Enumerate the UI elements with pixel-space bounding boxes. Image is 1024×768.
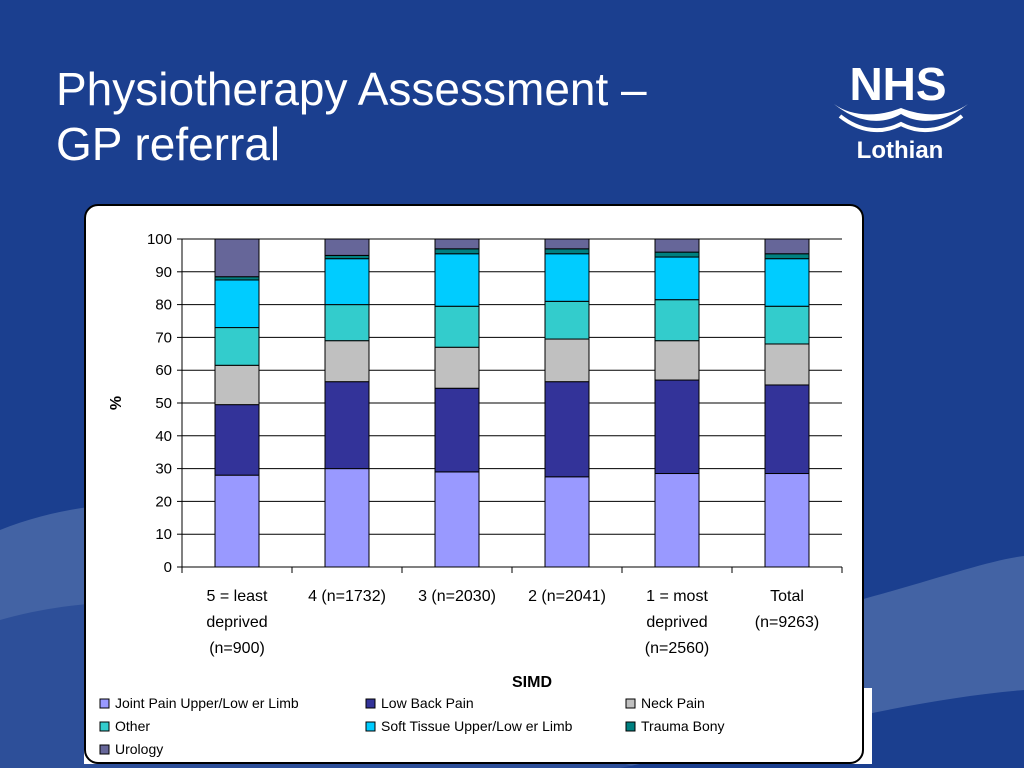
x-axis-label: SIMD: [512, 674, 552, 691]
y-tick-label: 50: [155, 395, 172, 412]
y-tick-label: 40: [155, 428, 172, 445]
bar-segment: [544, 248, 590, 255]
legend-label: Trauma Bony: [641, 718, 725, 734]
legend-label: Neck Pain: [641, 695, 705, 711]
title-line-2: GP referral: [56, 118, 281, 170]
legend-label: Soft Tissue Upper/Low er Limb: [381, 718, 573, 734]
bar-segment: [654, 251, 700, 258]
legend-swatch: [625, 698, 636, 709]
legend-label: Urology: [115, 741, 163, 757]
bar-segment: [764, 384, 810, 475]
legend-swatch: [365, 721, 376, 732]
bar-segment: [324, 468, 370, 568]
x-tick-label: (n=2560): [645, 640, 710, 657]
y-tick-label: 20: [155, 493, 172, 510]
y-axis-label: %: [108, 396, 125, 410]
bar-segment: [434, 471, 480, 568]
nhs-lothian-label: Lothian: [856, 137, 944, 164]
bar-segment: [434, 387, 480, 473]
bar-segment: [324, 304, 370, 342]
bar-segment: [654, 299, 700, 342]
nhs-logo-swoosh: [834, 104, 968, 121]
nhs-logo-text: NHS: [849, 58, 946, 110]
bar-segment: [434, 248, 480, 255]
bar-segment: [654, 238, 700, 253]
y-tick-label: 80: [155, 297, 172, 314]
bar-segment: [764, 473, 810, 568]
title-line-1: Physiotherapy Assessment –: [56, 63, 647, 115]
bar-segment: [764, 253, 810, 260]
slide-title: Physiotherapy Assessment – GP referral: [56, 62, 796, 172]
nhs-logo: NHS: [834, 58, 968, 133]
x-tick-label: 1 = most: [646, 588, 708, 605]
bar-segment: [654, 256, 700, 301]
bar-segment: [544, 300, 590, 340]
legend-label: Other: [115, 718, 150, 734]
bar-segment: [214, 364, 260, 406]
x-tick-label: deprived: [206, 614, 267, 631]
bar-segment: [324, 238, 370, 256]
bar-segment: [654, 340, 700, 381]
nhs-logo-swoosh-2: [838, 114, 964, 133]
x-tick-label: 5 = least: [207, 588, 268, 605]
legend-label: Low Back Pain: [381, 695, 474, 711]
bar-segment: [214, 238, 260, 278]
bar-segment: [434, 238, 480, 250]
stacked-bar-chart: 0 10 20 30 40 50 60 70 80 90 100% 5 = least deprived…: [99, 231, 843, 757]
bar-segment: [324, 340, 370, 383]
legend-swatch: [625, 721, 636, 732]
x-tick-label: 2 (n=2041): [528, 588, 606, 605]
y-tick-label: 0: [164, 559, 172, 576]
bar-segment: [654, 379, 700, 475]
legend-swatch: [99, 698, 110, 709]
x-tick-label: 3 (n=2030): [418, 588, 496, 605]
bar-segment: [434, 253, 480, 307]
bar-segment: [214, 279, 260, 329]
bar-segment: [324, 381, 370, 470]
bar-segment: [544, 381, 590, 478]
legend-swatch: [99, 744, 110, 755]
legend-swatch: [365, 698, 376, 709]
bar-segment: [544, 238, 590, 250]
y-tick-label: 30: [155, 461, 172, 478]
x-tick-label: deprived: [646, 614, 707, 631]
y-tick-label: 60: [155, 362, 172, 379]
legend-swatch: [99, 721, 110, 732]
bar-segment: [544, 338, 590, 383]
y-tick-label: 100: [147, 231, 172, 248]
bar-segment: [544, 476, 590, 568]
x-tick-label: (n=9263): [755, 614, 820, 631]
bar-segment: [214, 474, 260, 568]
legend-label: Joint Pain Upper/Low er Limb: [115, 695, 299, 711]
chart-panel: 0 10 20 30 40 50 60 70 80 90 100% 5 = least deprived…: [84, 204, 864, 764]
x-tick-label: (n=900): [209, 640, 265, 657]
bar-segment: [764, 238, 810, 255]
bar-segment: [214, 327, 260, 366]
x-tick-label: Total: [770, 588, 804, 605]
y-tick-label: 70: [155, 329, 172, 346]
bar-segment: [434, 346, 480, 389]
bar-segment: [764, 305, 810, 345]
bar-segment: [544, 253, 590, 302]
bar-segment: [654, 473, 700, 568]
x-tick-label: 4 (n=1732): [308, 588, 386, 605]
bar-segment: [764, 343, 810, 386]
y-tick-label: 90: [155, 264, 172, 281]
bar-segment: [214, 404, 260, 476]
y-tick-label: 10: [155, 526, 172, 543]
bar-segment: [434, 305, 480, 348]
bar-segment: [324, 258, 370, 306]
bar-segment: [764, 258, 810, 307]
